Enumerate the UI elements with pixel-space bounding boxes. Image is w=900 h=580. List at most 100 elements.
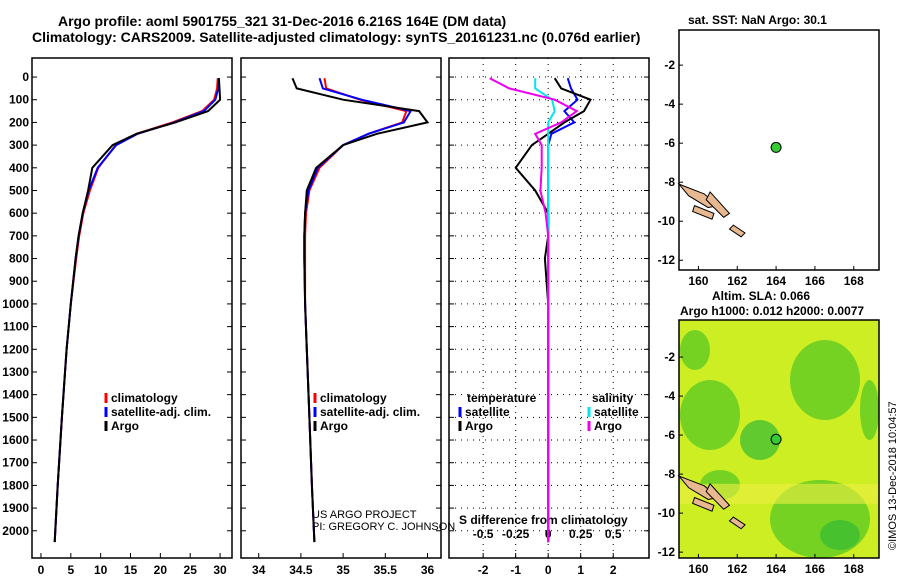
x-tick-label: 35 xyxy=(336,563,350,577)
y-tick-label: -8 xyxy=(664,175,675,189)
argo-position-marker xyxy=(770,433,782,445)
y-tick-label: 1800 xyxy=(2,478,29,492)
y-tick-label: 100 xyxy=(9,93,29,107)
sla-map: 160 162 164 166 168 -2 -4 -6 -8 -10 -12 xyxy=(658,319,880,576)
legend-label: satellite-adj. clim. xyxy=(320,405,420,419)
legend-title-temperature: temperature xyxy=(467,391,537,405)
timestamp: ©IMOS 13-Dec-2018 10:04:57 xyxy=(887,401,899,550)
x-tick-label: 160 xyxy=(688,274,708,288)
title-line2: Climatology: CARS2009. Satellite-adjuste… xyxy=(32,29,640,45)
y-tick-label: -6 xyxy=(664,428,675,442)
sla-field-patch xyxy=(679,483,879,504)
y-tick-label: 1900 xyxy=(2,501,29,515)
legend-label: Argo xyxy=(465,419,493,433)
series-line-climatology xyxy=(53,78,219,543)
map-frame xyxy=(678,319,880,559)
sla-field-patch xyxy=(680,380,740,450)
series-line-argo xyxy=(53,78,222,543)
y-tick-label: 1200 xyxy=(2,342,29,356)
sla-field-patch xyxy=(790,340,860,420)
x-tick-label: 34 xyxy=(252,563,266,577)
x-tick-label: 10 xyxy=(94,563,108,577)
island xyxy=(705,482,731,510)
s-tick-label: 0.25 xyxy=(569,527,593,541)
y-tick-label: 1300 xyxy=(2,365,29,379)
x-tick-label: 0 xyxy=(545,563,552,577)
y-tick-label: -6 xyxy=(664,136,675,150)
s-tick-label: -0.25 xyxy=(502,527,530,541)
series-line-s-satellite xyxy=(534,78,556,543)
y-tick-label: -2 xyxy=(664,350,675,364)
legend-label: Argo xyxy=(320,419,348,433)
sst-map: 160 162 164 166 168 -2 -4 -6 -8 -10 -12 xyxy=(658,29,880,288)
y-tick-label: 800 xyxy=(9,252,29,266)
y-tick-label: 1000 xyxy=(2,297,29,311)
x-tick-label: 34.5 xyxy=(289,563,313,577)
x-tick-label: 5 xyxy=(67,563,74,577)
sst-map-title: sat. SST: NaN Argo: 30.1 xyxy=(688,13,827,27)
y-tick-label: 200 xyxy=(9,115,29,129)
legend-label: climatology xyxy=(111,391,178,405)
island xyxy=(691,496,715,512)
x-tick-label: 168 xyxy=(844,274,864,288)
y-tick-label: -4 xyxy=(664,97,675,111)
salinity-frame xyxy=(240,57,442,559)
sla-map-subtitle: Argo h1000: 0.012 h2000: 0.0077 xyxy=(680,304,864,318)
x-tick-label: 166 xyxy=(805,562,825,576)
series-line-satellite-adj-clim- xyxy=(303,77,413,543)
x-tick-label: 20 xyxy=(154,563,168,577)
legend-label: satellite-adj. clim. xyxy=(111,405,211,419)
y-tick-label: 1500 xyxy=(2,410,29,424)
map-frame xyxy=(678,29,880,271)
s-tick-label: 0.5 xyxy=(605,527,622,541)
y-tick-label: 1400 xyxy=(2,388,29,402)
series-line-s-argo xyxy=(489,77,579,543)
x-tick-label: 160 xyxy=(688,562,708,576)
x-tick-label: 166 xyxy=(805,274,825,288)
salinity-panel: 3434.53535.536salinityclimatologysatelli… xyxy=(240,57,442,580)
x-tick-label: 164 xyxy=(766,274,786,288)
x-tick-label: 30 xyxy=(213,563,227,577)
x-tick-label: 162 xyxy=(727,562,747,576)
x-tick-label: 15 xyxy=(124,563,138,577)
x-tick-label: 36 xyxy=(421,563,435,577)
y-tick-label: -8 xyxy=(664,467,675,481)
temperature-panel: 0100200300400500600700800900100011001200… xyxy=(2,57,233,580)
x-tick-label: 168 xyxy=(844,562,864,576)
y-tick-label: 1100 xyxy=(3,320,29,334)
y-tick-label: -10 xyxy=(658,214,676,228)
x-tick-label: 1 xyxy=(577,563,584,577)
credit-line1: US ARGO PROJECT xyxy=(312,509,417,521)
legend-label: satellite xyxy=(594,405,639,419)
sla-field-patch xyxy=(860,380,879,440)
credit-line2: PI: GREGORY C. JOHNSON xyxy=(312,521,455,533)
x-tick-label: 164 xyxy=(766,562,786,576)
y-tick-label: 1600 xyxy=(2,433,29,447)
legend-label: climatology xyxy=(320,391,387,405)
series-line-satellite-adj-clim- xyxy=(53,78,220,543)
s-axis-label: S difference from climatology xyxy=(459,513,628,527)
y-tick-label: 1700 xyxy=(2,456,29,470)
difference-frame xyxy=(448,57,650,559)
y-tick-label: 300 xyxy=(9,138,29,152)
y-tick-label: -10 xyxy=(658,506,676,520)
sla-field-patch xyxy=(680,330,710,370)
y-tick-label: -4 xyxy=(664,389,675,403)
y-tick-label: -2 xyxy=(664,58,675,72)
island xyxy=(691,204,715,220)
island xyxy=(728,516,746,530)
series-line-climatology xyxy=(304,78,408,543)
s-tick-label: -0.5 xyxy=(473,527,494,541)
y-tick-label: 700 xyxy=(9,229,29,243)
series-line-argo xyxy=(291,77,430,543)
legend-title-salinity: salinity xyxy=(592,391,634,405)
legend-label: satellite xyxy=(465,405,510,419)
y-tick-label: -12 xyxy=(658,545,676,559)
y-tick-label: 2000 xyxy=(2,524,29,538)
sla-field-patch xyxy=(820,520,860,550)
island xyxy=(728,224,746,238)
y-tick-label: 600 xyxy=(9,206,29,220)
title-line1: Argo profile: aoml 5901755_321 31-Dec-20… xyxy=(58,13,506,29)
series-line-t-argo xyxy=(514,77,592,543)
